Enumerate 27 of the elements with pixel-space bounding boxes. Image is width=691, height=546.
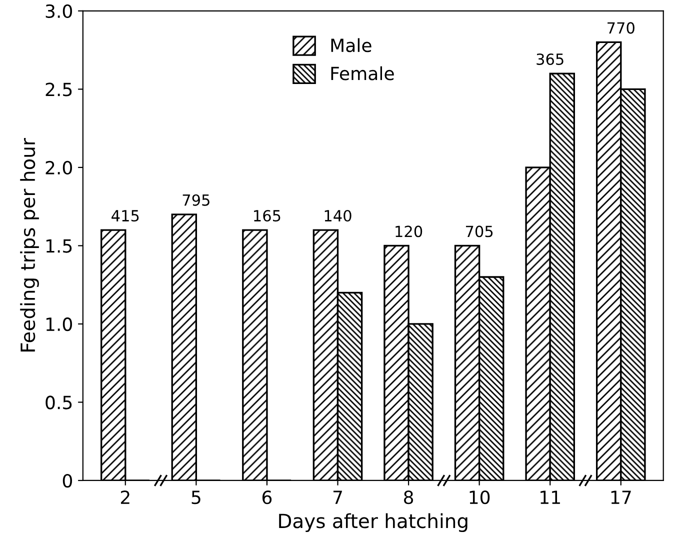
x-axis-title: Days after hatching	[279, 513, 468, 532]
x-tick-label: 8	[404, 490, 414, 504]
y-tick-label: 1.5	[46, 239, 72, 253]
legend-label: Male	[331, 38, 372, 52]
y-tick-label: 1.0	[46, 317, 72, 332]
y-tick-label: 2.5	[46, 82, 72, 96]
annotation: 365	[536, 53, 564, 66]
y-tick-label: 0	[62, 474, 72, 488]
x-tick-label: 10	[470, 490, 490, 504]
y-tick-label: 2.0	[46, 160, 72, 175]
annotation: 770	[608, 22, 634, 34]
annotation: 705	[466, 226, 493, 238]
annotation: 795	[182, 194, 210, 206]
x-tick-label: 2	[120, 490, 130, 504]
x-tick-label: 7	[333, 490, 342, 504]
annotation: 415	[112, 210, 139, 222]
legend-label: Female	[331, 66, 394, 80]
annotation: 120	[396, 226, 422, 238]
x-tick-label: 6	[262, 490, 272, 504]
x-tick-label: 5	[192, 490, 200, 504]
y-tick-label: 3.0	[46, 4, 72, 18]
annotation: 165	[254, 210, 280, 222]
x-tick-label: 17	[611, 490, 631, 504]
x-tick-label: 11	[540, 490, 560, 504]
y-axis-title: Feeding trips per hour	[20, 138, 39, 352]
y-tick-label: 0.5	[46, 396, 72, 410]
annotation: 140	[324, 210, 352, 222]
